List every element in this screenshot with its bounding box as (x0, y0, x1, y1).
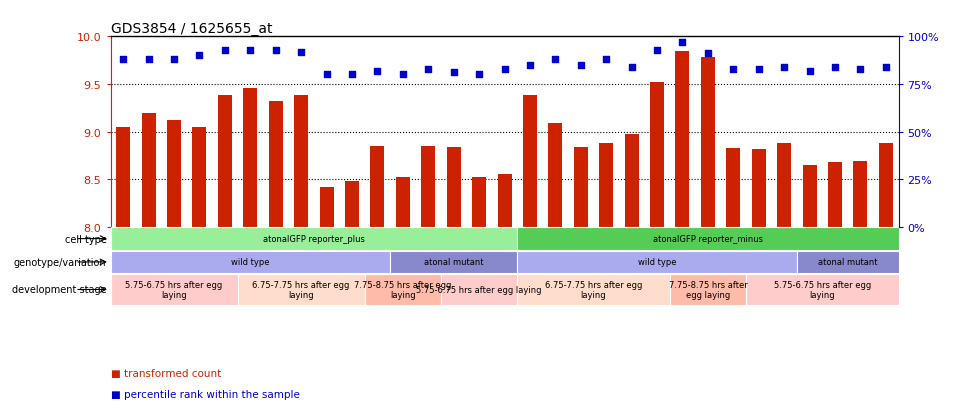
Bar (447, 147, 460, 228)
Text: 5.75-6.75 hrs after egg
laying: 5.75-6.75 hrs after egg laying (774, 280, 871, 299)
Bar (167, 121, 181, 228)
Point (878, 64, 894, 71)
Bar (396, 178, 409, 228)
Text: 7.75-8.75 hrs after
egg laying: 7.75-8.75 hrs after egg laying (669, 280, 748, 299)
Point (141, 57, 157, 63)
Bar (574, 147, 588, 228)
Point (344, 72, 359, 78)
Bar (320, 188, 333, 228)
Text: 5.75-6.75 hrs after egg laying: 5.75-6.75 hrs after egg laying (416, 285, 542, 294)
Bar (498, 174, 511, 228)
Bar (237, 275, 365, 305)
Point (166, 57, 182, 63)
Point (370, 68, 385, 75)
Bar (797, 251, 899, 273)
Point (650, 47, 665, 54)
Point (624, 64, 639, 71)
Bar (390, 251, 517, 273)
Bar (218, 96, 232, 228)
Text: development stage: development stage (12, 285, 107, 295)
Bar (879, 144, 893, 228)
Text: atonal mutant: atonal mutant (424, 258, 483, 267)
Point (115, 57, 131, 63)
Point (852, 66, 868, 73)
Text: genotype/variation: genotype/variation (14, 257, 107, 267)
Point (776, 64, 792, 71)
Text: wild type: wild type (231, 258, 270, 267)
Text: GDS3854 / 1625655_at: GDS3854 / 1625655_at (111, 22, 272, 36)
Bar (746, 275, 899, 305)
Point (217, 47, 233, 54)
Point (293, 49, 308, 56)
Text: ■ transformed count: ■ transformed count (111, 368, 221, 378)
Bar (523, 96, 537, 228)
Bar (370, 147, 384, 228)
Bar (111, 275, 237, 305)
Bar (294, 96, 308, 228)
Point (421, 66, 436, 73)
Bar (365, 275, 441, 305)
Bar (243, 88, 258, 228)
Bar (549, 124, 562, 228)
Point (573, 62, 588, 69)
Point (395, 72, 410, 78)
Point (599, 57, 614, 63)
Bar (345, 182, 359, 228)
Point (268, 47, 283, 54)
Text: 6.75-7.75 hrs after egg
laying: 6.75-7.75 hrs after egg laying (545, 280, 642, 299)
Text: cell type: cell type (64, 234, 107, 244)
Text: 7.75-8.75 hrs after egg
laying: 7.75-8.75 hrs after egg laying (355, 280, 452, 299)
Bar (853, 162, 868, 228)
Text: atonal mutant: atonal mutant (818, 258, 877, 267)
Text: atonalGFP reporter_minus: atonalGFP reporter_minus (653, 235, 763, 244)
Bar (517, 228, 899, 250)
Point (752, 66, 767, 73)
Bar (676, 52, 689, 228)
Bar (472, 178, 486, 228)
Bar (141, 113, 156, 228)
Bar (650, 83, 664, 228)
Point (319, 72, 334, 78)
Point (675, 40, 690, 46)
Point (242, 47, 258, 54)
Bar (701, 58, 715, 228)
Bar (670, 275, 746, 305)
Bar (421, 147, 435, 228)
Bar (111, 228, 517, 250)
Bar (116, 128, 131, 228)
Bar (625, 134, 639, 228)
Point (522, 62, 537, 69)
Bar (802, 166, 817, 228)
Bar (111, 251, 390, 273)
Bar (517, 275, 670, 305)
Bar (517, 251, 797, 273)
Bar (752, 150, 766, 228)
Point (827, 64, 843, 71)
Bar (269, 102, 283, 228)
Text: ■ percentile rank within the sample: ■ percentile rank within the sample (111, 389, 300, 399)
Text: wild type: wild type (638, 258, 677, 267)
Bar (192, 128, 207, 228)
Point (192, 53, 208, 59)
Point (446, 70, 461, 77)
Point (801, 68, 817, 75)
Point (548, 57, 563, 63)
Point (472, 72, 487, 78)
Bar (777, 144, 791, 228)
Bar (600, 144, 613, 228)
Bar (727, 148, 740, 228)
Point (726, 66, 741, 73)
Text: atonalGFP reporter_plus: atonalGFP reporter_plus (263, 235, 365, 244)
Point (701, 51, 716, 57)
Text: 6.75-7.75 hrs after egg
laying: 6.75-7.75 hrs after egg laying (253, 280, 350, 299)
Point (497, 66, 512, 73)
Bar (828, 163, 842, 228)
Text: 5.75-6.75 hrs after egg
laying: 5.75-6.75 hrs after egg laying (126, 280, 223, 299)
Bar (441, 275, 517, 305)
